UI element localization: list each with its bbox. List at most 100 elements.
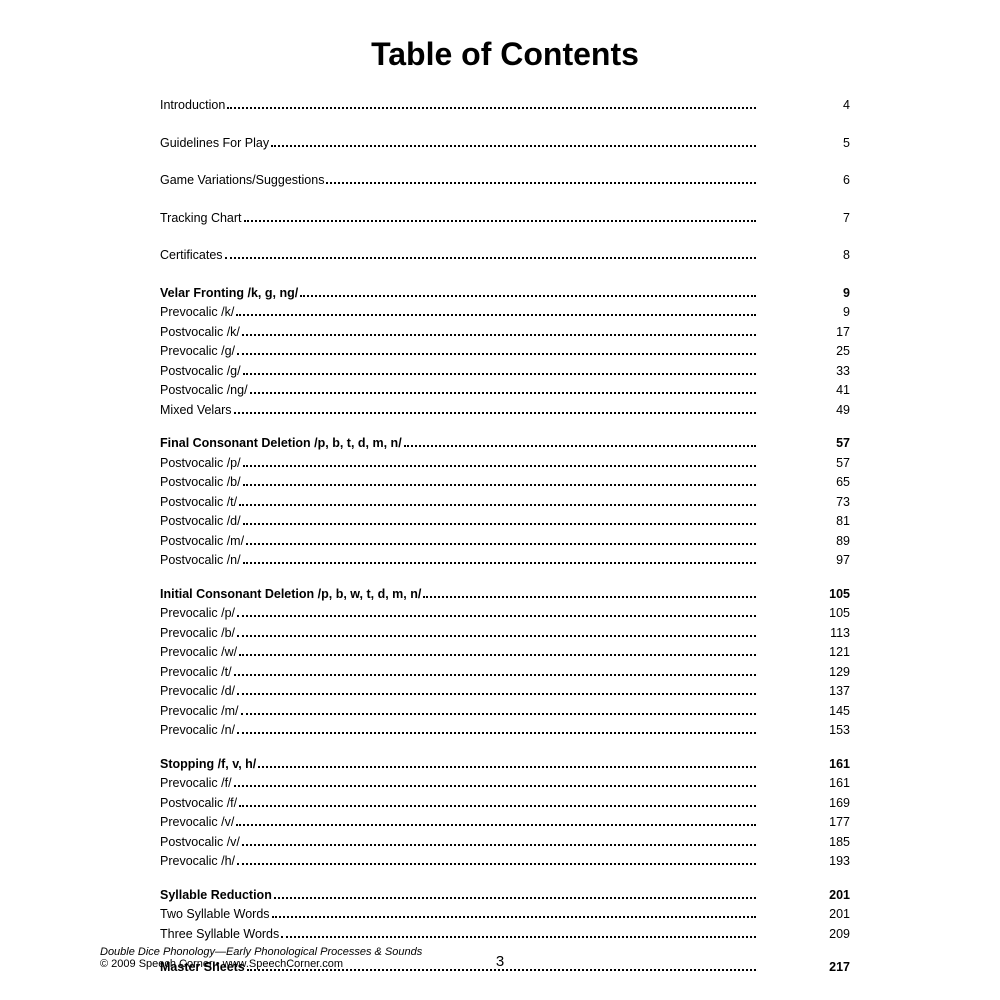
toc-entry-label: Postvocalic /d/ (160, 513, 241, 531)
toc-entry-page: 185 (820, 834, 850, 852)
toc-entry-page: 41 (820, 382, 850, 400)
toc-entry: Prevocalic /m/145 (160, 703, 850, 721)
toc-entry-label: Prevocalic /b/ (160, 625, 235, 643)
toc-entry-label: Initial Consonant Deletion /p, b, w, t, … (160, 586, 421, 604)
toc-entry: Postvocalic /g/33 (160, 363, 850, 381)
toc-entry-label: Two Syllable Words (160, 906, 270, 924)
toc-entry-page: 105 (820, 586, 850, 604)
toc-entry-page: 9 (820, 304, 850, 322)
toc-entry: Prevocalic /h/193 (160, 853, 850, 871)
toc-entry-page: 113 (820, 625, 850, 643)
toc-entry-page: 8 (820, 247, 850, 265)
toc-entry: Postvocalic /b/65 (160, 474, 850, 492)
toc-entry-label: Postvocalic /t/ (160, 494, 237, 512)
toc-entry: Prevocalic /d/137 (160, 683, 850, 701)
toc-entry: Prevocalic /k/9 (160, 304, 850, 322)
toc-leader-dots (234, 412, 756, 414)
section-gap (160, 421, 850, 435)
toc-entry-page: 121 (820, 644, 850, 662)
toc-leader-dots (236, 824, 756, 826)
toc-leader-dots (271, 145, 756, 147)
toc-entry: Guidelines For Play5 (160, 135, 850, 153)
toc-entry-label: Three Syllable Words (160, 926, 279, 944)
toc-entry-label: Postvocalic /n/ (160, 552, 241, 570)
toc-leader-dots (243, 484, 756, 486)
toc-leader-dots (243, 523, 756, 525)
toc-entry-page: 33 (820, 363, 850, 381)
toc-entry: Initial Consonant Deletion /p, b, w, t, … (160, 586, 850, 604)
toc-entry: Postvocalic /ng/41 (160, 382, 850, 400)
toc-entry-label: Prevocalic /m/ (160, 703, 239, 721)
toc-entry-page: 201 (820, 887, 850, 905)
toc-entry-label: Mixed Velars (160, 402, 232, 420)
section-gap (160, 979, 850, 993)
toc-entry-page: 5 (820, 135, 850, 153)
toc-entry: Prevocalic /g/25 (160, 343, 850, 361)
toc-entry-page: 177 (820, 814, 850, 832)
toc-entry-label: Prevocalic /g/ (160, 343, 235, 361)
toc-leader-dots (404, 445, 756, 447)
page-number: 3 (496, 953, 504, 970)
toc-leader-dots (239, 654, 756, 656)
toc-leader-dots (242, 844, 756, 846)
toc-entry-label: Postvocalic /m/ (160, 533, 244, 551)
toc-entry-label: Postvocalic /f/ (160, 795, 237, 813)
table-of-contents: Introduction4Guidelines For Play5Game Va… (160, 97, 850, 993)
section-gap (160, 873, 850, 887)
toc-entry-page: 4 (820, 97, 850, 115)
toc-entry: Prevocalic /n/153 (160, 722, 850, 740)
toc-entry: Three Syllable Words 209 (160, 926, 850, 944)
toc-entry: Prevocalic /p/105 (160, 605, 850, 623)
toc-entry-label: Prevocalic /p/ (160, 605, 235, 623)
toc-entry-label: Postvocalic /p/ (160, 455, 241, 473)
toc-entry: Final Consonant Deletion /p, b, t, d, m,… (160, 435, 850, 453)
toc-entry-page: 73 (820, 494, 850, 512)
toc-entry: Two Syllable Words 201 (160, 906, 850, 924)
toc-entry-page: 49 (820, 402, 850, 420)
toc-entry: Stopping /f, v, h/161 (160, 756, 850, 774)
toc-entry: Prevocalic /f/161 (160, 775, 850, 793)
toc-leader-dots (423, 596, 756, 598)
toc-entry-label: Syllable Reduction (160, 887, 272, 905)
toc-entry-page: 137 (820, 683, 850, 701)
toc-entry: Prevocalic /b/113 (160, 625, 850, 643)
toc-entry-label: Stopping /f, v, h/ (160, 756, 256, 774)
toc-entry-label: Postvocalic /b/ (160, 474, 241, 492)
toc-leader-dots (237, 693, 756, 695)
toc-leader-dots (237, 353, 756, 355)
toc-entry-label: Game Variations/Suggestions (160, 172, 324, 190)
toc-leader-dots (237, 863, 756, 865)
toc-entry-page: 145 (820, 703, 850, 721)
toc-entry-page: 153 (820, 722, 850, 740)
toc-entry-page: 201 (820, 906, 850, 924)
toc-entry-page: 89 (820, 533, 850, 551)
toc-entry-page: 65 (820, 474, 850, 492)
toc-entry-page: 193 (820, 853, 850, 871)
toc-entry: Postvocalic /k/17 (160, 324, 850, 342)
toc-leader-dots (243, 373, 756, 375)
toc-entry: Prevocalic /t/129 (160, 664, 850, 682)
toc-entry: Tracking Chart7 (160, 210, 850, 228)
toc-leader-dots (242, 334, 756, 336)
toc-entry: Postvocalic /n/97 (160, 552, 850, 570)
toc-entry: Prevocalic /w/121 (160, 644, 850, 662)
toc-entry-page: 169 (820, 795, 850, 813)
toc-leader-dots (241, 713, 757, 715)
toc-entry-label: Prevocalic /h/ (160, 853, 235, 871)
toc-leader-dots (326, 182, 756, 184)
page-title: Table of Contents (160, 36, 850, 73)
toc-entry-page: 161 (820, 756, 850, 774)
toc-entry-page: 209 (820, 926, 850, 944)
toc-leader-dots (237, 635, 756, 637)
toc-leader-dots (272, 916, 756, 918)
toc-leader-dots (239, 805, 756, 807)
toc-entry: Postvocalic /d/81 (160, 513, 850, 531)
toc-entry-page: 17 (820, 324, 850, 342)
footer-copyright: © 2009 Speech Corner • www.SpeechCorner.… (100, 958, 850, 970)
toc-entry-label: Prevocalic /d/ (160, 683, 235, 701)
toc-entry: Velar Fronting /k, g, ng/9 (160, 285, 850, 303)
toc-leader-dots (258, 766, 756, 768)
toc-leader-dots (274, 897, 756, 899)
toc-entry-page: 105 (820, 605, 850, 623)
toc-entry-page: 161 (820, 775, 850, 793)
